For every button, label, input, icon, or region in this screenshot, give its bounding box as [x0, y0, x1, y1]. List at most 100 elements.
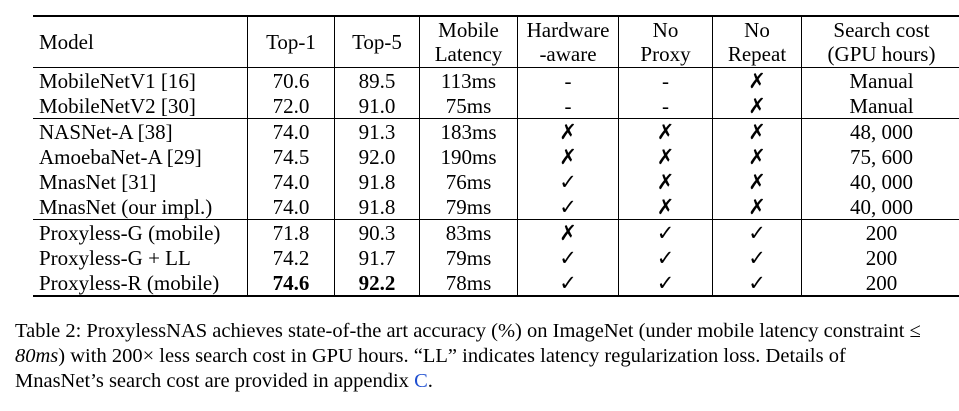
cell-top1: 72.0: [247, 93, 335, 119]
cell-no-proxy: ✗: [618, 194, 713, 220]
cell-model: NASNet-A [38]: [33, 118, 248, 144]
cell-search-cost: Manual: [849, 93, 914, 118]
cell-latency: 79ms: [419, 245, 518, 270]
cell-latency: 76ms: [419, 169, 518, 194]
cell-hardware-aware: -: [517, 93, 619, 119]
cell-top5: 91.3: [334, 118, 420, 144]
header-no-repeat: No Repeat: [712, 15, 802, 68]
table-row: MobileNetV2 [30] 72.0 91.0 75ms - - ✗ Manual: [33, 93, 959, 119]
cell-latency: 183ms: [419, 118, 518, 144]
cell-no-repeat: ✗: [712, 67, 802, 93]
caption-math: 80ms: [15, 345, 59, 367]
table-row: AmoebaNet-A [29] 74.5 92.0 190ms ✗ ✗ ✗ 75, 600: [33, 144, 959, 169]
cell-search-cost: 48, 000: [801, 118, 959, 144]
cell-search-cost: 200: [801, 270, 959, 297]
cell-hardware-aware: ✓: [517, 194, 619, 220]
header-hw-line1: Hardware: [526, 18, 610, 42]
cell-latency: 190ms: [419, 144, 518, 169]
cell-top5: 89.5: [334, 67, 420, 93]
cell-hardware-aware: -: [517, 67, 619, 93]
cell-no-repeat: ✗: [712, 93, 802, 119]
cell-no-repeat: ✗: [712, 144, 802, 169]
cell-search-cost: Manual: [801, 67, 959, 93]
header-no-proxy: No Proxy: [618, 15, 713, 68]
header-top5: Top-5: [334, 15, 420, 68]
cell-no-proxy: -: [618, 93, 713, 119]
cell-model: Proxyless-R (mobile): [33, 270, 248, 297]
header-repeat-line2: Repeat: [727, 42, 787, 66]
appendix-link[interactable]: C: [414, 370, 428, 392]
table-body: MobileNetV1 [16] 70.6 89.5 113ms - - ✗ Manual Mo…: [33, 67, 959, 297]
cell-hardware-aware: ✗: [517, 118, 619, 144]
header-proxy-line2: Proxy: [640, 42, 691, 66]
header-hw-line2: -aware: [539, 42, 597, 66]
cell-search-cost: 200: [865, 245, 898, 270]
caption-text-2: ) with 200× less search cost in GPU hour…: [15, 345, 846, 392]
cell-top5: 91.8: [334, 169, 420, 194]
cell-no-proxy: -: [618, 67, 713, 93]
header-row: Model Top-1 Top-5 Mobile Latency Hardwar…: [33, 15, 959, 68]
cell-latency: 78ms: [419, 270, 518, 297]
header-search-cost: Search cost (GPU hours): [801, 15, 959, 68]
header-model: Model: [33, 15, 248, 68]
header-latency-line1: Mobile: [438, 18, 499, 42]
header-proxy-line1: No: [652, 18, 679, 42]
cell-hardware-aware: ✓: [517, 169, 619, 194]
table-row: MnasNet [31] 74.0 91.8 76ms ✓ ✗ ✗ 40, 000: [33, 169, 959, 194]
table-row: Proxyless-G + LL 74.2 91.7 79ms ✓ ✓ ✓ 200: [33, 245, 959, 270]
cell-no-repeat: ✗: [712, 169, 802, 194]
table-caption: Table 2: ProxylessNAS achieves state-of-…: [15, 319, 935, 394]
header-hardware-aware: Hardware -aware: [517, 15, 619, 68]
cell-no-proxy: ✗: [618, 118, 713, 144]
cell-no-proxy: ✓: [618, 270, 713, 297]
cell-model: MobileNetV1 [16]: [33, 67, 248, 93]
cell-latency: 83ms: [419, 219, 518, 245]
cell-model: MnasNet [31]: [33, 169, 248, 194]
cell-top5: 90.3: [334, 219, 420, 245]
cell-top1: 74.0: [247, 169, 335, 194]
cell-model: Proxyless-G (mobile): [33, 219, 248, 245]
cell-model: Proxyless-G + LL: [33, 245, 248, 270]
cell-hardware-aware: ✓: [517, 245, 619, 270]
cell-latency: 79ms: [419, 194, 518, 220]
cell-hardware-aware: ✓: [517, 270, 619, 297]
cell-top1: 71.8: [247, 219, 335, 245]
cell-top1: 74.6: [247, 270, 335, 297]
cell-no-proxy: ✓: [618, 245, 713, 270]
cell-hardware-aware: ✗: [517, 144, 619, 169]
cell-top1: 74.0: [247, 118, 335, 144]
header-top1: Top-1: [247, 15, 335, 68]
table-row: Proxyless-R (mobile) 74.6 92.2 78ms ✓ ✓ ✓ 200: [33, 270, 959, 297]
cell-top5: 91.0: [334, 93, 420, 119]
cell-latency: 75ms: [419, 93, 518, 119]
header-repeat-line1: No: [744, 18, 770, 42]
header-cost-line1: Search cost: [833, 18, 930, 42]
cell-top5: 92.0: [334, 144, 420, 169]
cell-no-proxy: ✗: [618, 169, 713, 194]
header-latency: Mobile Latency: [419, 15, 518, 68]
header-cost-line2: (GPU hours): [827, 42, 936, 66]
table-header: Model Top-1 Top-5 Mobile Latency Hardwar…: [33, 15, 959, 68]
cell-search-cost: 40, 000: [850, 194, 913, 219]
cell-no-proxy: ✓: [618, 219, 713, 245]
cell-top5: 91.8: [334, 194, 420, 220]
cell-search-cost: 75, 600: [850, 144, 913, 169]
cell-hardware-aware: ✗: [517, 219, 619, 245]
cell-no-proxy: ✗: [618, 144, 713, 169]
cell-search-cost: 200: [801, 219, 959, 245]
cell-no-repeat: ✓: [712, 245, 802, 270]
cell-model: MobileNetV2 [30]: [33, 93, 248, 119]
results-table-container: Model Top-1 Top-5 Mobile Latency Hardwar…: [33, 15, 959, 297]
header-latency-line2: Latency: [434, 42, 503, 66]
cell-search-cost: 40, 000: [850, 169, 913, 194]
cell-no-repeat: ✓: [712, 270, 802, 297]
cell-top5: 91.7: [334, 245, 420, 270]
cell-no-repeat: ✗: [712, 118, 802, 144]
table-row: NASNet-A [38] 74.0 91.3 183ms ✗ ✗ ✗ 48, 000: [33, 118, 959, 144]
cell-no-repeat: ✓: [712, 219, 802, 245]
cell-top1: 74.5: [247, 144, 335, 169]
table-row: MobileNetV1 [16] 70.6 89.5 113ms - - ✗ Manual: [33, 67, 959, 93]
cell-top1: 74.0: [247, 194, 335, 220]
caption-text-3: .: [427, 370, 433, 392]
cell-latency: 113ms: [419, 67, 518, 93]
